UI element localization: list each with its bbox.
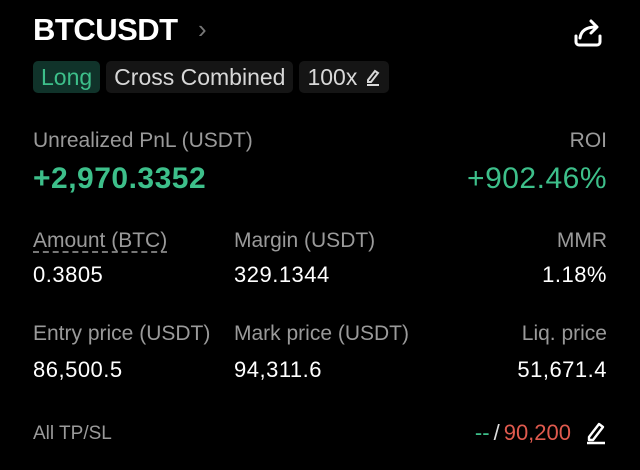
entry-price-label: Entry price (USDT)	[33, 322, 211, 345]
margin-value: 329.1344	[234, 262, 330, 287]
mmr-label: MMR	[556, 229, 607, 252]
leverage-value: 100x	[307, 64, 358, 90]
margin-label: Margin (USDT)	[234, 229, 376, 252]
margin-mode-badge: Cross Combined	[106, 61, 294, 93]
liq-price-value: 51,671.4	[517, 357, 607, 382]
pnl-value: +2,970.3352	[33, 162, 207, 195]
position-tags: Long Cross Combined 100x	[33, 61, 390, 93]
leverage-button[interactable]: 100x	[299, 61, 390, 93]
edit-tpsl-icon[interactable]	[585, 421, 607, 445]
roi-label: ROI	[569, 129, 607, 152]
liq-price-label: Liq. price	[521, 322, 607, 345]
amount-value: 0.3805	[33, 262, 104, 287]
symbol-title[interactable]: BTCUSDT	[33, 12, 178, 47]
tpsl-values[interactable]: -- / 90,200	[475, 420, 607, 446]
mark-price-value: 94,311.6	[234, 357, 323, 382]
tpsl-label: All TP/SL	[33, 423, 112, 444]
pnl-label: Unrealized PnL (USDT)	[33, 129, 253, 152]
chevron-right-icon[interactable]: ›	[198, 14, 207, 44]
share-icon[interactable]	[570, 16, 606, 50]
tp-value: --	[474, 420, 490, 445]
sl-value: 90,200	[503, 420, 571, 445]
tpsl-separator: /	[493, 420, 500, 445]
side-badge: Long	[33, 61, 101, 93]
roi-value: +902.46%	[467, 162, 607, 195]
edit-icon	[367, 69, 380, 86]
mark-price-label: Mark price (USDT)	[234, 322, 410, 345]
amount-label[interactable]: Amount (BTC)	[33, 229, 168, 252]
mmr-value: 1.18%	[542, 262, 607, 287]
entry-price-value: 86,500.5	[33, 357, 123, 382]
